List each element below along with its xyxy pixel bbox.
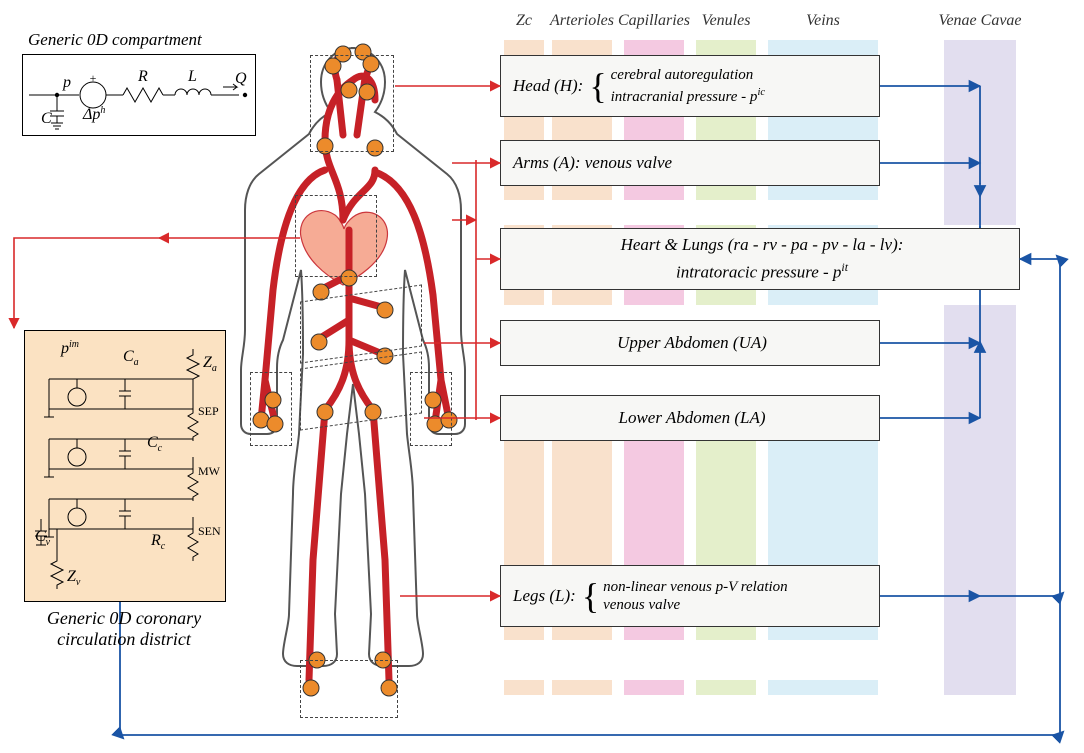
svg-text:Za: Za (203, 354, 217, 374)
svg-text:Zv: Zv (67, 568, 81, 588)
head-region (310, 55, 394, 152)
box-la: Lower Abdomen (LA) (500, 395, 880, 441)
arm-l-region (250, 372, 292, 446)
svg-text:SEP: SEP (198, 404, 219, 418)
svg-text:Q: Q (235, 70, 247, 87)
svg-text:SEN: SEN (198, 524, 221, 538)
generic-0d-compartment: Generic 0D compartment + (22, 30, 254, 136)
svg-text:Ca: Ca (123, 348, 139, 368)
box-arms: Arms (A): venous valve (500, 140, 880, 186)
svg-text:Cc: Cc (147, 434, 163, 454)
col-header-venae: Venae Cavae (935, 12, 1025, 30)
box-legs: Legs (L):{non-linear venous p-V relation… (500, 565, 880, 627)
generic-0d-title: Generic 0D compartment (28, 30, 254, 50)
svg-text:Rc: Rc (150, 532, 166, 552)
col-header-venules: Venules (681, 12, 771, 30)
box-ua: Upper Abdomen (UA) (500, 320, 880, 366)
svg-text:p: p (62, 74, 71, 91)
coronary-title: Generic 0D coronary circulation district (24, 608, 224, 650)
svg-text:L: L (187, 68, 197, 85)
svg-text:MW: MW (198, 464, 221, 478)
box-heart: Heart & Lungs (ra - rv - pa - pv - la - … (500, 228, 1020, 290)
heart-region-inner (295, 195, 377, 277)
coronary-circuit: pim Ca Za SEP Cc MW SEN Cv Rc Zv Generic… (24, 330, 224, 650)
svg-text:pim: pim (60, 339, 79, 357)
legs-region (300, 660, 398, 718)
svg-text:R: R (137, 68, 148, 85)
col-header-veins: Veins (778, 12, 868, 30)
svg-text:C: C (41, 110, 52, 127)
svg-text:+: + (90, 71, 97, 85)
svg-text:Δph: Δph (82, 105, 105, 123)
box-head: Head (H):{cerebral autoregulationintracr… (500, 55, 880, 117)
